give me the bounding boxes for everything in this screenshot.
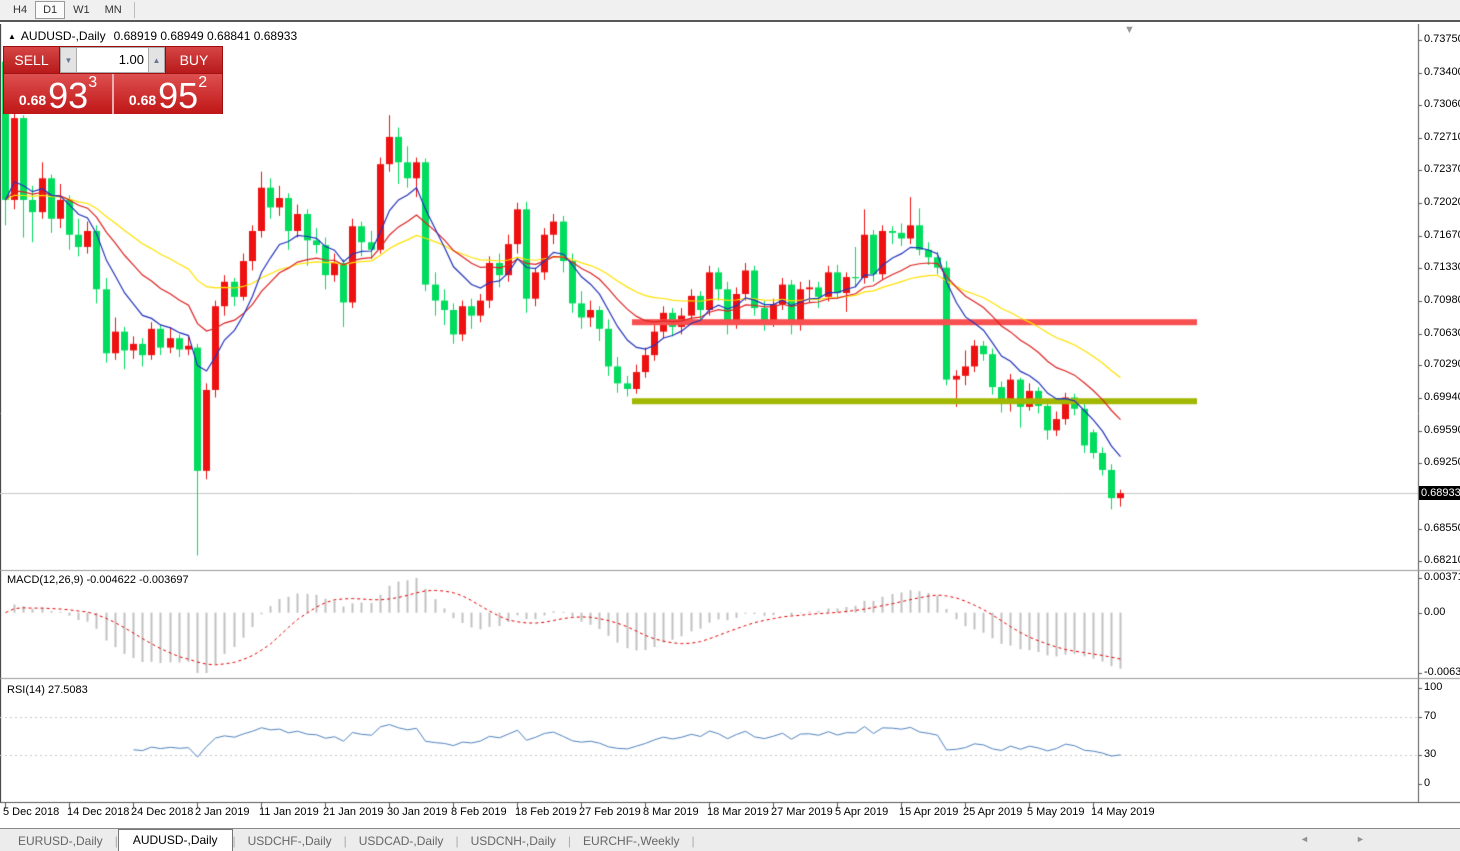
price-axis-label: 0.73060 (1424, 97, 1460, 110)
chart-tab-usdcad[interactable]: USDCAD-,Daily (358, 834, 444, 848)
buy-price-tile[interactable]: 0.68 95 2 (114, 74, 222, 114)
tf-tab-mn[interactable]: MN (104, 4, 122, 16)
date-axis-label: 27 Feb 2019 (579, 806, 641, 818)
tabs-scroll-right-icon[interactable]: ► (1356, 834, 1365, 844)
chart-tab-audusd[interactable]: AUDUSD-,Daily (117, 829, 233, 851)
chevron-up-icon: ▲ (152, 55, 161, 65)
chart-tabs-bar: EURUSD-,Daily | AUDUSD-,Daily | USDCHF-,Dail… (0, 828, 1460, 851)
date-axis-label: 18 Mar 2019 (707, 806, 769, 818)
chart-title: ▲ AUDUSD-,Daily 0.68919 0.68949 0.68841 0.… (8, 29, 297, 43)
sell-button[interactable]: SELL (14, 52, 49, 68)
macd-axis-label: 0.00 (1424, 605, 1446, 618)
rsi-indicator-label: RSI(14) 27.5083 (7, 684, 88, 696)
tab-divider: | (455, 834, 459, 848)
expand-triangle-icon: ▲ (8, 32, 16, 41)
date-axis-label: 14 Dec 2018 (67, 806, 130, 818)
date-axis-label: 8 Mar 2019 (643, 806, 699, 818)
date-axis-label: 25 Apr 2019 (963, 806, 1023, 818)
volume-stepper: ▼ 1.00 ▲ (59, 47, 166, 73)
buy-price-base: 0.68 (128, 92, 157, 108)
volume-increase-button[interactable]: ▲ (148, 47, 165, 73)
price-axis-label: 0.68210 (1424, 554, 1460, 567)
price-axis-label: 0.72370 (1424, 162, 1460, 175)
buy-button[interactable]: BUY (179, 52, 209, 68)
sell-price-tile[interactable]: 0.68 93 3 (4, 74, 114, 114)
one-click-trade-panel: SELL ▼ 1.00 ▲ BUY 0.68 93 3 0.68 95 2 (3, 46, 223, 114)
date-axis-label: 24 Dec 2018 (131, 806, 194, 818)
date-axis-label: 11 Jan 2019 (259, 806, 319, 818)
macd-axis-label: -0.006344 (1424, 666, 1460, 678)
price-axis-label: 0.70290 (1424, 358, 1460, 371)
chart-tab-usdchf[interactable]: USDCHF-,Daily (247, 834, 332, 848)
tf-tab-d1[interactable]: D1 (35, 1, 66, 19)
symbol-period-label: AUDUSD-,Daily (20, 29, 106, 43)
date-axis-label: 2 Jan 2019 (195, 806, 250, 818)
price-axis-label: 0.70630 (1424, 326, 1460, 339)
chart-tab-eurchf[interactable]: EURCHF-,Weekly (583, 834, 680, 848)
date-axis-label: 5 Dec 2018 (3, 806, 60, 818)
date-axis-label: 5 Apr 2019 (835, 806, 889, 818)
price-axis-label: 0.69940 (1424, 391, 1460, 404)
ohlc-values: 0.68919 0.68949 0.68841 0.68933 (113, 29, 298, 43)
rsi-axis-label: 0 (1424, 777, 1431, 789)
date-axis-label: 5 May 2019 (1027, 806, 1085, 818)
price-axis-label: 0.69250 (1424, 456, 1460, 469)
tab-divider: | (343, 834, 347, 848)
date-axis-label: 30 Jan 2019 (387, 806, 448, 818)
chart-tab-usdcnh[interactable]: USDCNH-,Daily (470, 834, 556, 848)
buy-price-big: 95 (158, 75, 199, 116)
date-axis-label: 27 Mar 2019 (771, 806, 833, 818)
macd-indicator-label: MACD(12,26,9) -0.004622 -0.003697 (7, 574, 189, 586)
volume-decrease-button[interactable]: ▼ (60, 47, 77, 73)
buy-price-sup: 2 (198, 74, 208, 91)
tabs-scroll-left-icon[interactable]: ◄ (1300, 834, 1309, 844)
sell-price-big: 93 (48, 75, 89, 116)
date-axis-label: 21 Jan 2019 (323, 806, 384, 818)
price-axis-label: 0.71330 (1424, 260, 1460, 273)
date-axis-label: 14 May 2019 (1091, 806, 1155, 818)
chart-tab-eurusd[interactable]: EURUSD-,Daily (18, 834, 103, 848)
tab-divider: | (567, 834, 572, 848)
tf-tab-h4[interactable]: H4 (13, 4, 28, 16)
date-axis-label: 15 Apr 2019 (899, 806, 959, 818)
price-axis-label: 0.71670 (1424, 228, 1460, 241)
tf-tab-w1[interactable]: W1 (73, 4, 90, 16)
current-price-tag: 0.68933 (1419, 486, 1460, 501)
tab-divider: | (232, 834, 236, 848)
date-axis-label: 18 Feb 2019 (515, 806, 577, 818)
timeframe-toolbar: H4 D1 W1 MN (0, 0, 1460, 22)
sell-price-sup: 3 (88, 74, 98, 91)
date-axis-label: 8 Feb 2019 (451, 806, 507, 818)
macd-axis-label: 0.003718 (1424, 571, 1460, 583)
price-axis-label: 0.68550 (1424, 522, 1460, 535)
tab-divider: | (114, 834, 118, 848)
sell-price-base: 0.68 (18, 92, 47, 108)
chart-canvas[interactable] (0, 24, 1460, 828)
price-axis-label: 0.73400 (1424, 65, 1460, 78)
rsi-axis-label: 70 (1424, 709, 1437, 722)
price-axis-label: 0.72710 (1424, 130, 1460, 143)
chart-shift-marker-icon: ▼ (1124, 24, 1135, 36)
rsi-axis-label: 30 (1424, 748, 1437, 761)
toolbar-divider (133, 2, 135, 18)
price-axis-label: 0.69590 (1424, 424, 1460, 437)
rsi-axis-label: 100 (1424, 681, 1443, 693)
chart-area: ▲ AUDUSD-,Daily 0.68919 0.68949 0.68841 0.… (0, 24, 1460, 828)
tab-divider: | (691, 834, 695, 848)
price-axis-label: 0.72020 (1424, 195, 1460, 208)
price-axis-label: 0.70980 (1424, 293, 1460, 306)
volume-input[interactable]: 1.00 (77, 47, 148, 73)
chevron-down-icon: ▼ (64, 55, 73, 65)
price-axis-label: 0.73750 (1424, 33, 1460, 45)
